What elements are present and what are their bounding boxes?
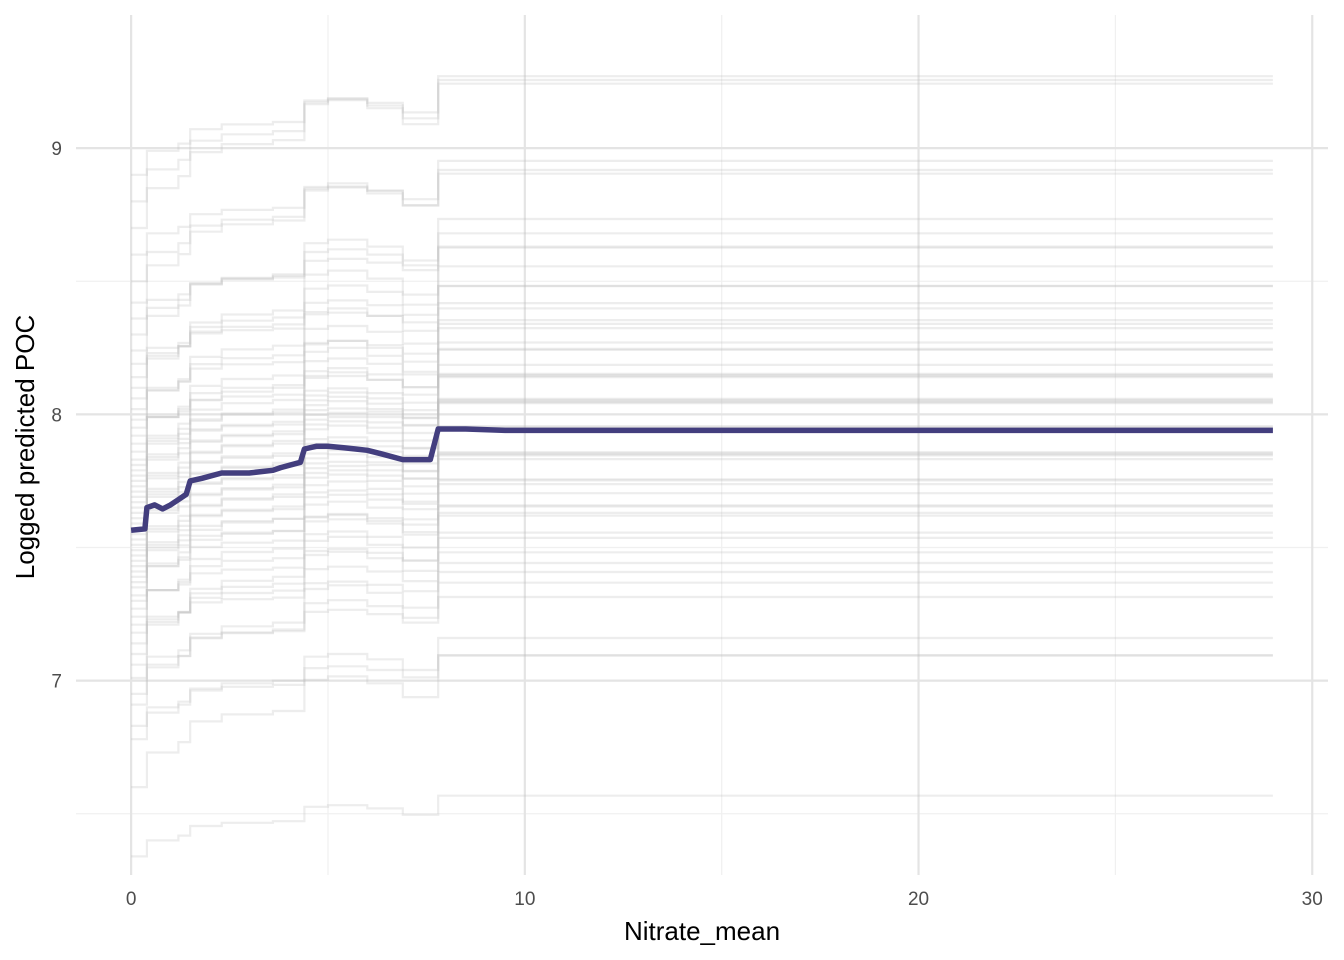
ice-curve — [131, 505, 1273, 589]
ice-curve — [131, 75, 1273, 230]
ice-curve — [131, 245, 1273, 400]
ice-curve — [131, 451, 1273, 514]
ice-curve — [131, 400, 1273, 504]
ice-curve — [131, 581, 1273, 695]
ice-curve — [131, 429, 1273, 584]
ice-curve — [131, 284, 1273, 429]
ice-curve — [131, 570, 1273, 634]
ice-curve — [131, 372, 1273, 467]
minor-gridlines — [76, 15, 1328, 875]
ice-curve — [131, 454, 1273, 578]
ice-curve — [131, 427, 1273, 541]
ice-curve — [131, 302, 1273, 365]
y-axis-ticks: 7 8 9 — [51, 139, 62, 693]
ice-curve — [131, 511, 1273, 666]
ice-curve — [131, 479, 1273, 573]
ice-curve — [131, 172, 1273, 256]
x-tick-label: 30 — [1302, 889, 1323, 910]
y-tick-label: 9 — [51, 139, 62, 160]
ice-curve — [131, 514, 1273, 618]
x-tick-label: 10 — [514, 889, 535, 910]
ice-curve — [131, 347, 1273, 472]
ice-curve — [131, 654, 1273, 727]
ice-curve — [131, 78, 1273, 203]
ice-curve — [131, 348, 1273, 493]
ice-curve — [131, 319, 1273, 453]
ice-curve — [131, 551, 1273, 645]
ice-curve — [131, 426, 1273, 520]
ice-curve — [131, 307, 1273, 421]
ice-curve — [131, 595, 1273, 680]
y-axis-title: Logged predicted POC — [10, 315, 40, 580]
ice-curve — [131, 168, 1273, 283]
ice-curve — [131, 217, 1273, 352]
ice-curve — [131, 397, 1273, 461]
ice-curve — [131, 561, 1273, 706]
major-gridlines — [76, 15, 1328, 875]
ice-curve — [131, 398, 1273, 482]
ice-curve — [131, 159, 1273, 304]
ice-curve — [131, 373, 1273, 488]
ice-curve — [131, 428, 1273, 562]
ice-curve — [131, 452, 1273, 536]
ice-curve — [131, 327, 1273, 411]
mean-curve — [130, 426, 1273, 533]
ice-curve — [131, 284, 1273, 379]
x-axis-ticks: 0 10 20 30 — [126, 889, 1323, 910]
ice-curve — [131, 483, 1273, 597]
x-tick-label: 20 — [908, 889, 929, 910]
ice-curve — [131, 453, 1273, 557]
individual-curves — [131, 75, 1273, 858]
ice-curve — [131, 794, 1273, 858]
ice-curve — [131, 82, 1273, 176]
ice-curve — [131, 376, 1273, 530]
ice-curve — [131, 536, 1273, 610]
ice-curve — [131, 636, 1273, 741]
ice-curve — [131, 654, 1273, 789]
ice-curve — [131, 504, 1273, 568]
ice-curve — [131, 232, 1273, 336]
ice-curve — [131, 265, 1273, 389]
x-axis-title: Nitrate_mean — [624, 916, 780, 946]
ice-curve — [131, 246, 1273, 320]
x-tick-label: 0 — [126, 889, 137, 910]
ice-curve — [131, 341, 1273, 445]
ice-curve — [131, 374, 1273, 509]
average-curve — [130, 426, 1273, 533]
ice-curve — [131, 322, 1273, 477]
y-tick-label: 8 — [51, 405, 62, 426]
y-tick-label: 7 — [51, 672, 62, 693]
ice-curve — [131, 363, 1273, 437]
ice-curve — [131, 492, 1273, 626]
ice-curve — [131, 478, 1273, 552]
ice-curve — [131, 531, 1273, 656]
ice-curve — [131, 458, 1273, 602]
